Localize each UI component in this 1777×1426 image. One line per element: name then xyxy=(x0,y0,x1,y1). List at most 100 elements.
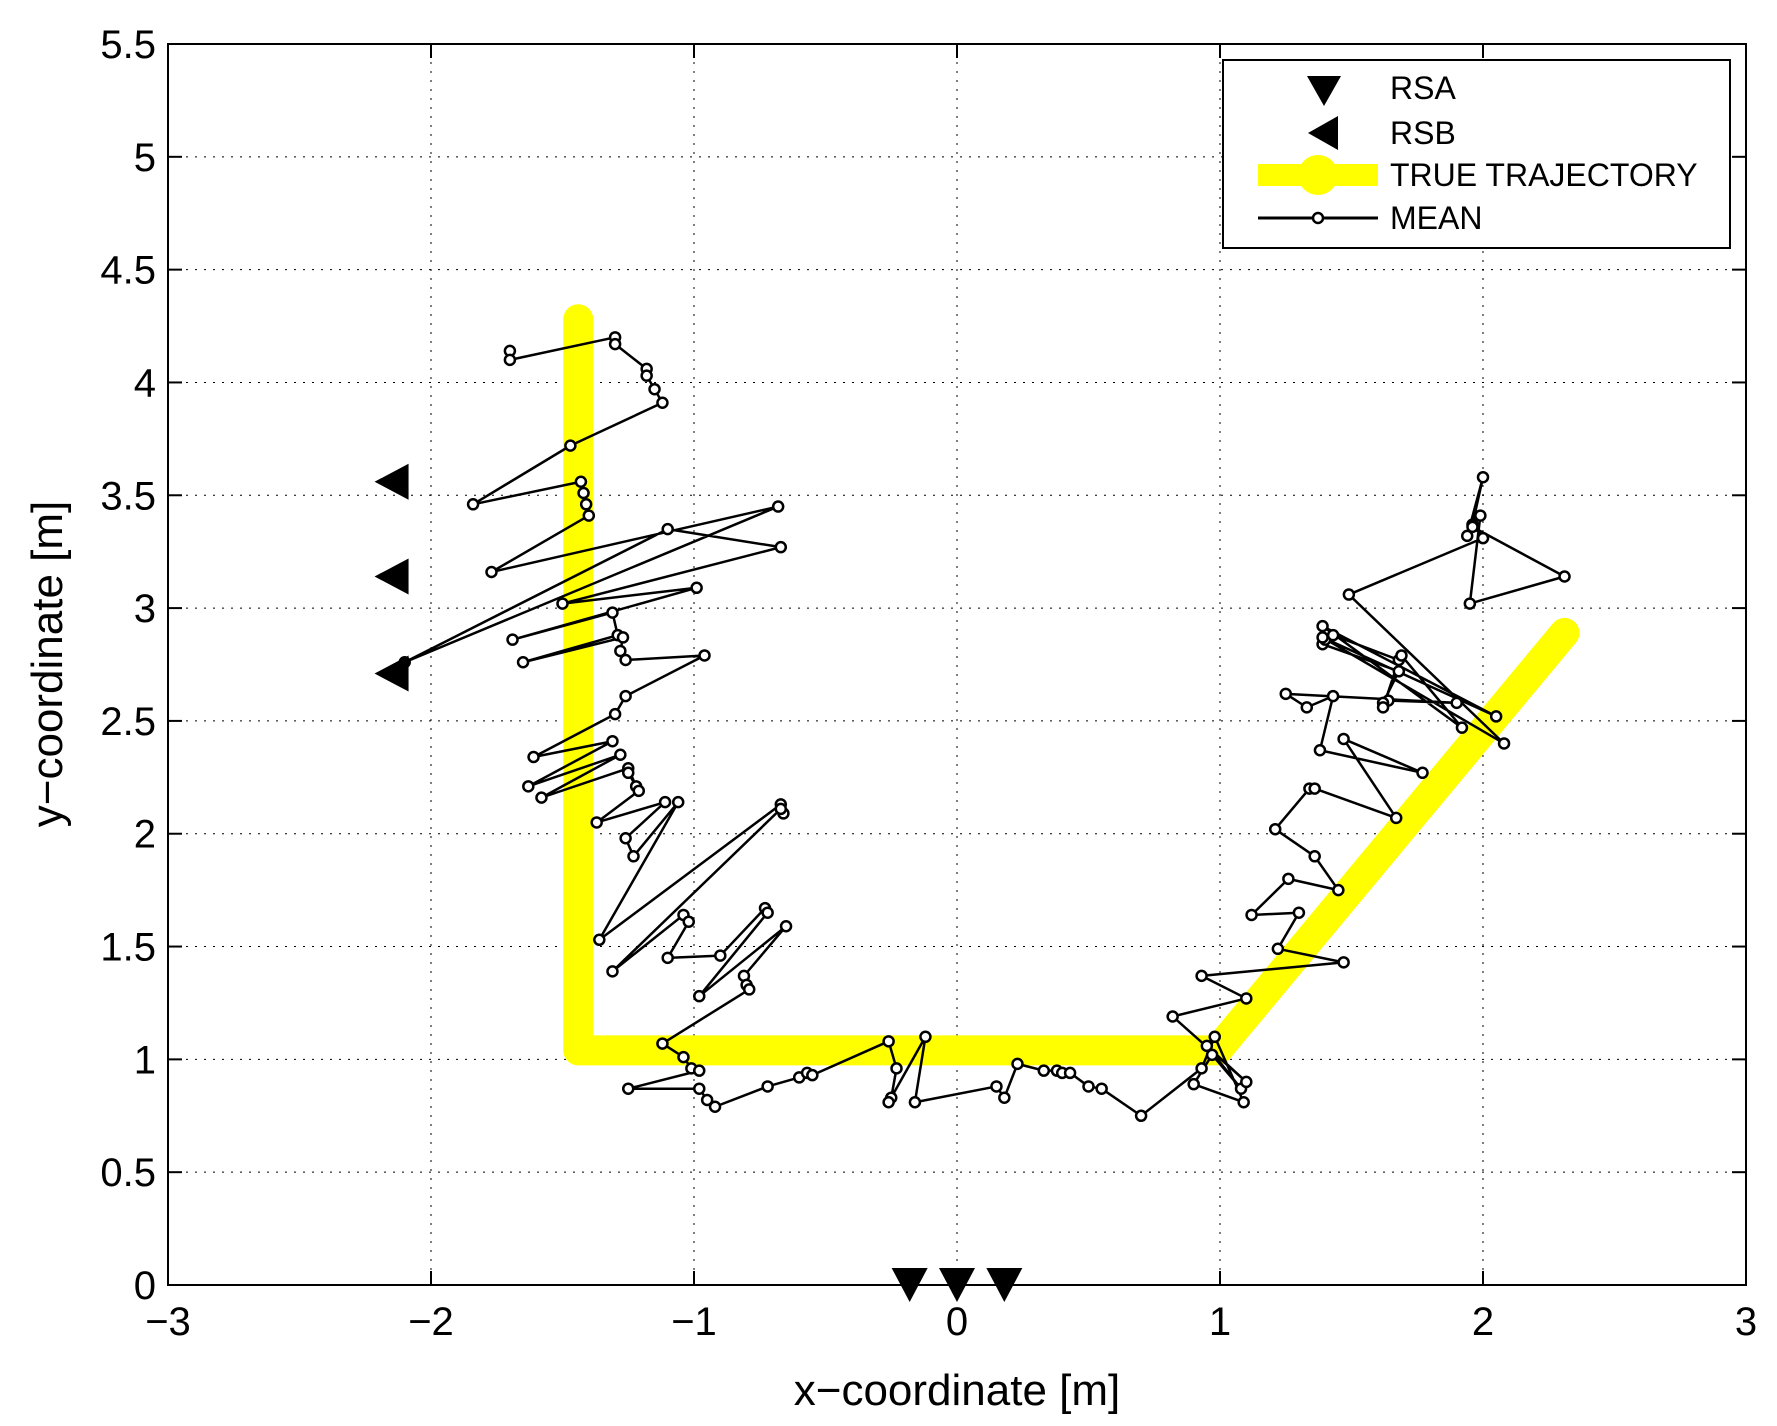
mean-point xyxy=(806,1068,819,1082)
mean-point xyxy=(761,1080,774,1093)
legend: RSA RSB TRUE TRAJECTORY MEAN xyxy=(1222,59,1731,249)
mean-point xyxy=(761,906,774,919)
mean-series xyxy=(398,331,1571,1123)
x-tick-label: 0 xyxy=(946,1300,968,1344)
mean-point xyxy=(1489,710,1503,723)
mean-point xyxy=(622,1082,635,1095)
y-tick-label: 1 xyxy=(134,1038,156,1082)
mean-point xyxy=(619,689,632,703)
y-tick-label: 4.5 xyxy=(100,249,156,293)
mean-point xyxy=(516,655,530,669)
y-tick-label: 2.5 xyxy=(100,700,156,744)
rsb-marker xyxy=(374,463,409,500)
mean-point xyxy=(1450,696,1463,710)
x-tick-label: 1 xyxy=(1209,1300,1231,1344)
mean-point xyxy=(606,606,619,619)
x-tick-label: 2 xyxy=(1472,1300,1494,1344)
mean-point xyxy=(622,766,635,780)
mean-point xyxy=(1095,1082,1108,1095)
x-tick-label: −3 xyxy=(145,1300,191,1344)
mean-point xyxy=(1195,969,1208,983)
mean-point xyxy=(1187,1077,1200,1091)
legend-label-mean: MEAN xyxy=(1390,200,1482,236)
mean-point xyxy=(708,1100,722,1113)
mean-point xyxy=(990,1080,1003,1093)
mean-point xyxy=(485,565,498,579)
mean-point xyxy=(1392,665,1406,678)
mean-point xyxy=(577,486,590,500)
mean-point xyxy=(661,522,674,536)
mean-point xyxy=(1308,782,1321,795)
true-trajectory-line xyxy=(563,304,1580,1066)
mean-point xyxy=(1240,992,1253,1005)
mean-point xyxy=(1337,732,1350,746)
mean-point xyxy=(608,337,622,351)
axis-ticks: −3 −2 −1 0 1 2 3 0 0.5 1 1.5 2 2.5 3 3.5 4 4.5 5 5.5 xyxy=(100,23,1757,1344)
mean-point xyxy=(1558,570,1571,583)
legend-label-true-trajectory: TRUE TRAJECTORY xyxy=(1390,157,1698,193)
x-axis-label: x−coordinate [m] xyxy=(794,1366,1121,1415)
y-tick-label: 3.5 xyxy=(100,474,156,518)
mean-point xyxy=(882,1095,895,1109)
mean-point xyxy=(1326,628,1340,642)
mean-point xyxy=(640,369,653,382)
mean-point xyxy=(779,919,793,933)
mean-point xyxy=(693,989,706,1003)
mean-point xyxy=(693,1064,706,1077)
mean-point xyxy=(1282,872,1295,886)
mean-point xyxy=(1463,597,1477,610)
mean-point xyxy=(522,780,535,793)
mean-point xyxy=(1195,1062,1208,1075)
mean-point xyxy=(1337,956,1350,969)
mean-point xyxy=(616,631,630,644)
mean-point xyxy=(1240,1075,1253,1089)
mean-point xyxy=(1237,1095,1250,1109)
mean-point xyxy=(1308,850,1321,863)
plot-background xyxy=(168,44,1746,1285)
legend-trajectory-marker xyxy=(1298,155,1338,195)
mean-point xyxy=(1208,1030,1221,1044)
mean-point xyxy=(582,509,596,522)
mean-point xyxy=(656,1037,669,1050)
y-tick-label: 5.5 xyxy=(100,23,156,67)
mean-point xyxy=(556,597,569,610)
mean-point xyxy=(1082,1080,1095,1093)
mean-point xyxy=(1313,743,1327,757)
mean-point xyxy=(614,644,627,658)
legend-rsa-marker xyxy=(1307,76,1341,106)
mean-point xyxy=(1271,942,1285,956)
mean-point xyxy=(1300,701,1314,714)
mean-point xyxy=(656,396,669,410)
mean-point xyxy=(661,951,674,965)
mean-point xyxy=(574,475,588,488)
legend-label-rsb: RSB xyxy=(1390,115,1456,151)
mean-point xyxy=(1332,883,1345,897)
mean-point xyxy=(1316,631,1329,644)
y-tick-label: 0 xyxy=(134,1264,156,1308)
mean-point xyxy=(1245,908,1258,922)
mean-point xyxy=(658,795,672,809)
rsb-marker xyxy=(374,655,409,692)
mean-point xyxy=(535,791,548,804)
mean-point xyxy=(1063,1066,1077,1080)
mean-point xyxy=(771,500,785,513)
mean-point xyxy=(579,498,593,511)
mean-point xyxy=(1455,721,1469,734)
mean-point xyxy=(503,353,517,367)
mean-point xyxy=(1466,520,1479,534)
mean-point xyxy=(1205,1048,1219,1062)
mean-point xyxy=(632,784,646,798)
mean-point xyxy=(627,850,640,863)
x-tick-label: −2 xyxy=(408,1300,454,1344)
mean-point xyxy=(1292,906,1306,919)
mean-point xyxy=(1474,509,1487,522)
mean-point xyxy=(506,633,519,646)
mean-point xyxy=(714,949,727,962)
x-tick-label: 3 xyxy=(1735,1300,1757,1344)
mean-point xyxy=(619,831,632,845)
mean-point xyxy=(614,748,627,762)
mean-point xyxy=(1011,1057,1024,1071)
y-tick-label: 2 xyxy=(134,813,156,857)
mean-point xyxy=(1166,1010,1179,1023)
mean-point xyxy=(1376,701,1390,714)
